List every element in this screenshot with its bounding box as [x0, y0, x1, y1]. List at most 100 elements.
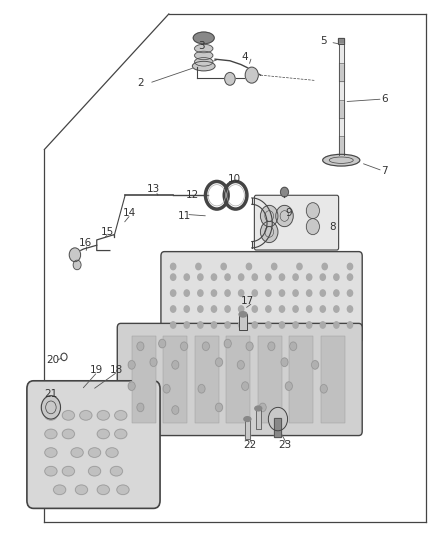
Circle shape: [252, 290, 258, 296]
Circle shape: [180, 342, 187, 351]
Circle shape: [170, 306, 176, 312]
Text: 21: 21: [44, 389, 57, 399]
Text: 8: 8: [329, 222, 336, 232]
Text: 18: 18: [110, 365, 123, 375]
Ellipse shape: [45, 466, 57, 476]
Circle shape: [225, 322, 230, 328]
Circle shape: [306, 219, 319, 235]
Circle shape: [320, 274, 325, 280]
Circle shape: [224, 340, 231, 348]
Bar: [339, 81, 344, 100]
Circle shape: [212, 322, 216, 328]
Ellipse shape: [88, 466, 101, 476]
Text: 12: 12: [186, 190, 199, 200]
Circle shape: [170, 274, 176, 280]
Circle shape: [279, 322, 285, 328]
Ellipse shape: [53, 485, 66, 495]
Bar: [239, 314, 247, 330]
Ellipse shape: [97, 485, 110, 495]
Text: 9: 9: [286, 208, 292, 219]
Circle shape: [293, 290, 298, 296]
Circle shape: [163, 384, 170, 393]
Circle shape: [281, 187, 288, 197]
Circle shape: [239, 306, 244, 312]
Circle shape: [290, 342, 297, 351]
Bar: [256, 407, 261, 429]
Circle shape: [137, 403, 144, 411]
Circle shape: [347, 263, 353, 270]
Circle shape: [266, 322, 271, 328]
Text: 6: 6: [381, 94, 388, 104]
Circle shape: [320, 322, 325, 328]
Circle shape: [272, 263, 277, 270]
Bar: [338, 38, 344, 44]
Bar: [339, 136, 344, 155]
Ellipse shape: [75, 485, 88, 495]
Circle shape: [279, 274, 285, 280]
Text: 23: 23: [278, 440, 291, 450]
Circle shape: [73, 260, 81, 270]
Text: 19: 19: [90, 365, 103, 375]
Circle shape: [225, 290, 230, 296]
Bar: [339, 118, 344, 136]
Ellipse shape: [71, 448, 83, 457]
Circle shape: [198, 322, 203, 328]
Circle shape: [239, 290, 244, 296]
FancyBboxPatch shape: [161, 252, 362, 343]
Ellipse shape: [193, 32, 214, 44]
Ellipse shape: [194, 44, 213, 53]
Bar: [256, 407, 261, 429]
Circle shape: [212, 290, 216, 296]
Circle shape: [41, 395, 60, 419]
Circle shape: [307, 306, 312, 312]
Circle shape: [334, 290, 339, 296]
Circle shape: [268, 342, 275, 351]
Bar: [339, 44, 344, 63]
Circle shape: [320, 384, 327, 393]
FancyBboxPatch shape: [27, 381, 160, 508]
Circle shape: [198, 290, 203, 296]
Ellipse shape: [45, 429, 57, 439]
Circle shape: [184, 322, 189, 328]
Circle shape: [128, 382, 135, 390]
Circle shape: [297, 263, 302, 270]
Text: 15: 15: [101, 227, 114, 237]
Circle shape: [252, 322, 258, 328]
Bar: [239, 314, 247, 330]
Circle shape: [137, 342, 144, 351]
Circle shape: [279, 306, 285, 312]
Circle shape: [69, 248, 81, 262]
Circle shape: [242, 382, 249, 390]
Circle shape: [293, 306, 298, 312]
Text: 7: 7: [381, 166, 388, 176]
Circle shape: [172, 406, 179, 414]
Text: 10: 10: [228, 174, 241, 184]
Circle shape: [212, 306, 216, 312]
Text: 4: 4: [242, 52, 248, 61]
Text: 13: 13: [147, 184, 160, 195]
Circle shape: [150, 358, 157, 367]
Bar: [163, 336, 187, 423]
Circle shape: [225, 306, 230, 312]
Circle shape: [320, 306, 325, 312]
Circle shape: [261, 205, 278, 227]
Circle shape: [286, 382, 292, 390]
Bar: [289, 336, 313, 423]
Ellipse shape: [97, 410, 110, 420]
Bar: [258, 336, 282, 423]
Text: 22: 22: [243, 440, 256, 450]
Ellipse shape: [115, 429, 127, 439]
Ellipse shape: [255, 406, 262, 411]
Ellipse shape: [97, 429, 110, 439]
Circle shape: [246, 342, 253, 351]
Ellipse shape: [194, 51, 213, 60]
Bar: [339, 63, 344, 81]
Ellipse shape: [62, 429, 74, 439]
Ellipse shape: [62, 410, 74, 420]
Circle shape: [225, 72, 235, 85]
Circle shape: [306, 203, 319, 219]
Circle shape: [159, 340, 166, 348]
Text: 14: 14: [123, 208, 136, 219]
Circle shape: [293, 274, 298, 280]
Circle shape: [172, 361, 179, 369]
